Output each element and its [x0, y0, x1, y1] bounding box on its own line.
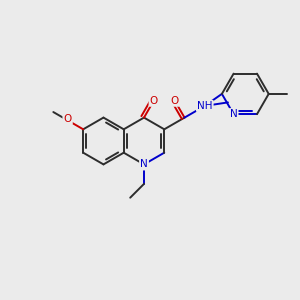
- Text: O: O: [64, 114, 72, 124]
- Text: O: O: [171, 96, 179, 106]
- Text: N: N: [140, 159, 148, 170]
- Text: N: N: [230, 109, 238, 119]
- Text: NH: NH: [197, 101, 212, 111]
- Text: O: O: [150, 96, 158, 106]
